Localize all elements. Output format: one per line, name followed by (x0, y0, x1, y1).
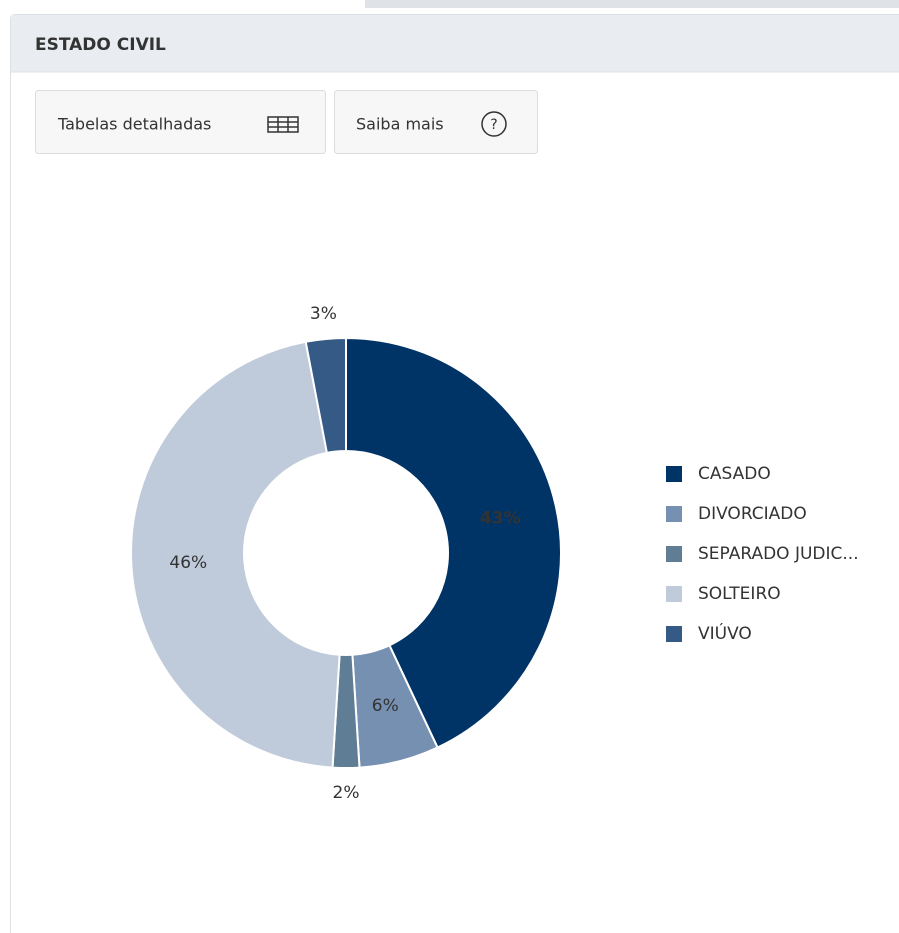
panel-header (11, 15, 899, 72)
button[interactable] (334, 90, 538, 154)
legend-swatch (666, 546, 682, 562)
slice (345, 336, 562, 749)
slice-label: 2% (333, 783, 360, 803)
panel-title: ESTADO CIVIL (35, 35, 166, 55)
legend-swatch (666, 586, 682, 602)
slice-label: 6% (372, 696, 399, 716)
legend-label: SOLTEIRO (698, 584, 781, 604)
legend-label: DIVORCIADO (698, 504, 807, 524)
button-label[interactable]: Saiba mais (356, 115, 444, 134)
legend-swatch (666, 466, 682, 482)
button-help[interactable]: Saiba mais ? (334, 90, 538, 154)
slice (304, 336, 347, 454)
legend-label: CASADO (698, 464, 771, 484)
button-tables[interactable]: Tabelas detalhadas (35, 90, 326, 154)
slice-label: 43% (480, 509, 521, 529)
slice-label: 3% (310, 304, 337, 324)
help-icon-glyph: ? (490, 117, 497, 133)
help-icon (481, 111, 507, 137)
button-label[interactable]: Tabelas detalhadas (57, 115, 211, 134)
slice-label: 46% (169, 553, 207, 573)
legend-label: SEPARADO JUDIC... (698, 544, 859, 564)
legend-swatch (666, 506, 682, 522)
legend-label: VIÚVO (698, 622, 752, 644)
slice (130, 340, 341, 769)
top-bar (365, 0, 899, 8)
button[interactable] (35, 90, 326, 154)
table-icon (267, 116, 299, 133)
legend-swatch (666, 626, 682, 642)
